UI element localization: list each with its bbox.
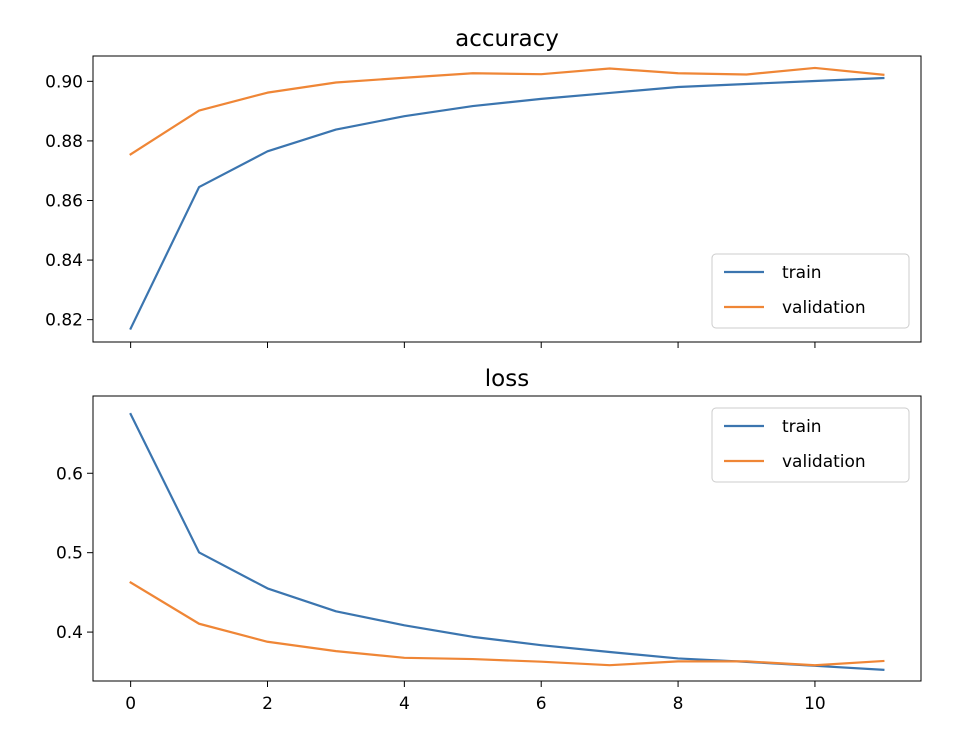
x-tick-label: 4 xyxy=(399,694,410,714)
axes-frame xyxy=(92,395,922,682)
x-tick-label: 0 xyxy=(125,694,136,714)
chart-title: loss xyxy=(485,366,529,392)
legend-label-validation: validation xyxy=(782,452,866,472)
axes-frame xyxy=(92,55,922,343)
y-tick-label: 0.90 xyxy=(45,72,83,92)
y-tick-label: 0.4 xyxy=(56,623,83,643)
x-tick-label: 2 xyxy=(262,694,273,714)
legend-label-train: train xyxy=(782,417,822,437)
legend: train validation xyxy=(711,253,910,329)
subplot-accuracy: accuracy 0.82 0.84 0.86 0.88 0.90 train validat… xyxy=(45,26,922,348)
series-line-validation xyxy=(129,580,885,667)
y-tick-label: 0.88 xyxy=(45,132,83,152)
y-tick-label: 0.82 xyxy=(45,311,83,331)
y-tick-label: 0.6 xyxy=(56,464,83,484)
legend-label-train: train xyxy=(782,263,822,283)
x-tick-label: 6 xyxy=(536,694,547,714)
legend: train validation xyxy=(711,407,910,483)
x-tick-label: 10 xyxy=(804,694,826,714)
series-line-train xyxy=(129,76,885,331)
legend-label-validation: validation xyxy=(782,298,866,318)
y-tick-label: 0.5 xyxy=(56,544,83,564)
y-tick-label: 0.86 xyxy=(45,191,83,211)
x-tick-label: 8 xyxy=(673,694,684,714)
subplot-loss: loss 0.4 0.5 0.6 0 2 4 6 8 10 train validation xyxy=(56,366,922,714)
y-tick-label: 0.84 xyxy=(45,251,83,271)
chart-title: accuracy xyxy=(455,26,559,52)
series-line-validation xyxy=(129,66,885,156)
